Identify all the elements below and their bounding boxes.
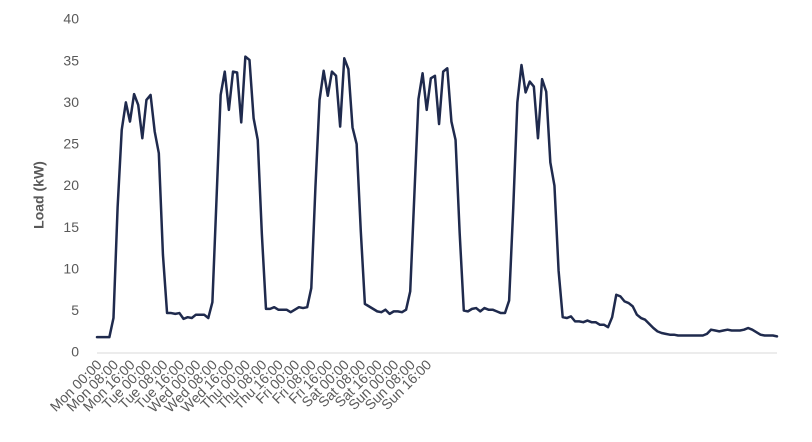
y-tick-label: 15 bbox=[63, 219, 79, 235]
y-axis-ticks: 0 5 10 15 20 25 30 35 40 bbox=[63, 11, 79, 360]
y-tick-label: 35 bbox=[63, 52, 79, 68]
y-axis-title: Load (kW) bbox=[31, 161, 47, 229]
y-tick-label: 20 bbox=[63, 177, 79, 193]
y-tick-label: 40 bbox=[63, 11, 79, 27]
y-axis-title-group: Load (kW) bbox=[31, 161, 47, 229]
series-group bbox=[95, 55, 779, 339]
y-tick-label: 25 bbox=[63, 136, 79, 152]
load-series-line bbox=[95, 55, 779, 339]
y-tick-label: 30 bbox=[63, 94, 79, 110]
y-tick-label: 0 bbox=[71, 344, 79, 360]
y-tick-label: 5 bbox=[71, 302, 79, 318]
y-tick-label: 10 bbox=[63, 260, 79, 276]
